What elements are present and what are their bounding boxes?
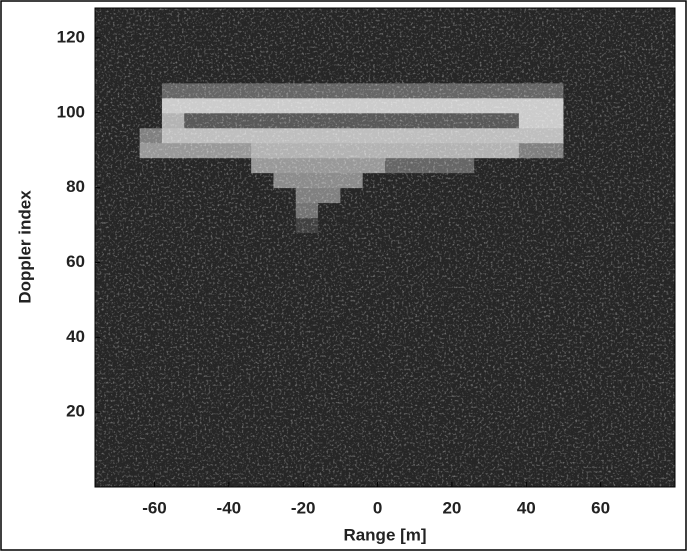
axes: -60 -40 -20 0 20 40 60 20 40 60 80 100 120	[57, 27, 610, 517]
x-tick-label: -60	[142, 498, 167, 517]
y-tick-label: 100	[57, 102, 85, 121]
x-tick-label: -20	[291, 498, 316, 517]
plot-frame	[94, 7, 676, 488]
y-tick-label: 40	[66, 327, 85, 346]
y-tick-label: 60	[66, 252, 85, 271]
x-tick-label: 60	[591, 498, 610, 517]
y-tick-label: 120	[57, 27, 85, 46]
y-tick-label: 20	[66, 402, 85, 421]
x-tick-label: 20	[442, 498, 461, 517]
y-tick-label: 80	[66, 177, 85, 196]
noise-texture	[95, 8, 675, 487]
x-tick-label: 0	[373, 498, 382, 517]
x-axis-label: Range [m]	[343, 525, 426, 544]
x-tick-label: -40	[217, 498, 242, 517]
x-tick-label: 40	[517, 498, 536, 517]
y-axis-label: Doppler index	[15, 190, 34, 304]
